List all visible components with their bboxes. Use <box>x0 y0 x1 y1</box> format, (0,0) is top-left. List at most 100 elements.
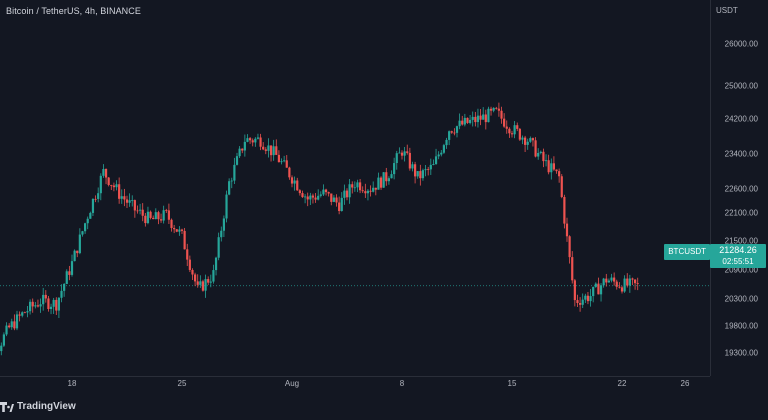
candle-body <box>251 140 254 143</box>
candle-body <box>322 189 325 195</box>
candle-body <box>489 108 493 111</box>
candle-body <box>547 160 550 173</box>
candle-body <box>159 219 163 221</box>
candle-body <box>290 177 294 184</box>
candle-body <box>36 305 40 307</box>
candle-body <box>180 229 184 231</box>
candle-body <box>594 283 597 287</box>
candle-body <box>406 151 409 153</box>
date-tick-label: 25 <box>177 379 187 388</box>
candle-body <box>272 146 275 156</box>
candle-body <box>49 306 53 309</box>
candle-body <box>317 195 320 200</box>
candle-body <box>421 170 425 179</box>
candle-body <box>52 299 55 307</box>
candle-body <box>162 210 165 221</box>
time-axis[interactable] <box>0 376 710 397</box>
candle-body <box>125 199 129 203</box>
candle-body <box>15 314 19 329</box>
candle-body <box>201 281 205 291</box>
candle-body <box>57 297 61 311</box>
candle-body <box>578 303 582 305</box>
candle-body <box>448 131 451 140</box>
last-price-tag: 21284.26 02:55:51 <box>710 244 766 268</box>
candle-body <box>259 137 262 147</box>
candle-body <box>314 197 317 200</box>
candle-body <box>408 152 411 169</box>
candle-body <box>97 193 100 199</box>
candle-body <box>141 209 144 216</box>
candle-body <box>10 321 13 328</box>
candle-body <box>568 236 571 258</box>
price-chart-plot[interactable] <box>0 0 710 376</box>
candle-body <box>235 156 239 165</box>
candle-body <box>393 163 396 175</box>
candle-body <box>537 152 540 157</box>
candle-body <box>83 223 87 232</box>
candle-body <box>94 198 97 200</box>
candle-body <box>416 171 419 177</box>
candle-body <box>427 169 430 170</box>
candle-body <box>531 138 535 141</box>
candle-body <box>228 181 231 195</box>
candle-body <box>597 283 600 295</box>
candle-body <box>351 184 354 188</box>
price-tick-label: 25000.00 <box>724 81 758 91</box>
candle-body <box>2 334 6 346</box>
candle-body <box>91 198 95 213</box>
candle-body <box>610 277 613 281</box>
candle-body <box>374 187 377 190</box>
candle-body <box>8 325 11 328</box>
candle-body <box>345 190 349 198</box>
candle-body <box>589 296 592 302</box>
candle-body <box>293 180 296 184</box>
candle-body <box>123 196 126 200</box>
candle-body <box>301 193 304 198</box>
candle-body <box>385 172 388 182</box>
candle-body <box>560 176 563 198</box>
candle-body <box>298 190 301 194</box>
candle-body <box>154 212 157 220</box>
candle-body <box>193 274 197 282</box>
candle-body <box>144 215 147 224</box>
tradingview-logo[interactable]: TradingView <box>0 401 76 412</box>
candle-body <box>23 312 26 314</box>
candle-body <box>102 168 105 176</box>
candle-body <box>267 145 270 151</box>
candle-body <box>233 164 236 181</box>
candle-body <box>264 149 267 151</box>
candle-body <box>280 161 283 163</box>
candle-body <box>424 169 427 171</box>
candle-body <box>482 114 485 120</box>
candle-body <box>516 125 519 129</box>
candle-body <box>0 345 3 352</box>
candle-body <box>476 115 480 123</box>
candle-body <box>458 120 461 127</box>
candle-body <box>238 148 241 157</box>
candle-body <box>188 259 191 270</box>
candle-body <box>178 229 181 232</box>
candle-body <box>539 151 542 153</box>
candle-body <box>510 133 514 135</box>
candle-body <box>573 280 576 301</box>
candle-body <box>450 131 453 133</box>
candle-body <box>13 321 16 329</box>
candle-body <box>78 234 81 254</box>
candle-body <box>157 212 160 220</box>
candle-body <box>167 210 171 220</box>
candle-body <box>241 148 244 151</box>
price-tick-label: 19300.00 <box>724 348 758 358</box>
candle-body <box>413 164 417 177</box>
candle-body <box>442 145 446 153</box>
price-tick-label: 26000.00 <box>724 39 758 49</box>
price-axis[interactable] <box>710 0 768 376</box>
candle-body <box>455 126 459 133</box>
candle-body <box>565 223 569 237</box>
candle-body <box>99 175 102 194</box>
candle-body <box>120 196 123 199</box>
candle-body <box>112 185 116 188</box>
candle-body <box>26 311 29 313</box>
candle-body <box>484 114 487 123</box>
candle-body <box>138 209 142 211</box>
